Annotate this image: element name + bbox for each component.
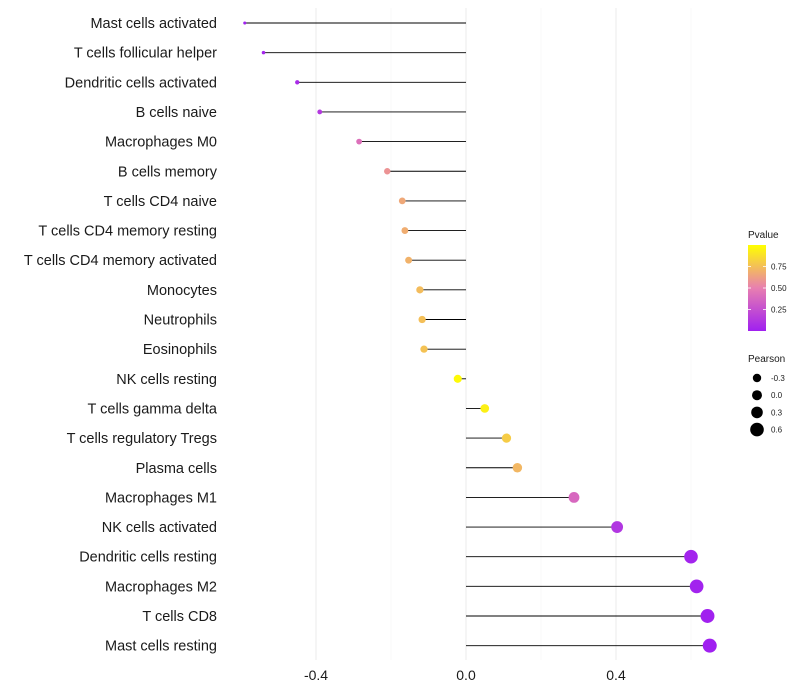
category-label: Monocytes [147,283,217,299]
category-label: B cells memory [118,164,218,180]
lollipop-point [453,374,462,383]
pearson-legend: Pearson -0.3 0.0 0.3 0.6 [748,354,785,437]
category-label: Macrophages M0 [105,135,217,151]
size-legend-dot [751,406,763,419]
lollipop-point [384,168,391,175]
lollipop-point [398,197,406,205]
x-tick-label: 0.0 [456,667,476,683]
lollipop-point [405,256,413,264]
size-legend-dot [752,373,762,383]
x-tick-label: -0.4 [304,667,328,683]
lollipop-point [356,138,363,145]
category-label: T cells CD4 naive [104,194,217,210]
category-label: Macrophages M2 [105,579,217,595]
size-legend-dot [752,390,762,401]
pvalue-legend: Pvalue 0.25 0.50 0.75 [748,230,787,331]
category-label: T cells regulatory Tregs [67,431,217,447]
pearson-legend-title: Pearson [748,354,785,365]
colorbar-tick-label: 0.75 [771,263,787,272]
size-legend-label: 0.0 [771,391,783,400]
lollipop-point [295,80,300,85]
lollipop-point [700,609,715,623]
category-label: NK cells activated [102,520,217,536]
lollipop-point [501,433,512,443]
lollipop-point [420,345,428,353]
category-label: Macrophages M1 [105,490,217,506]
pvalue-legend-title: Pvalue [748,230,779,241]
size-legend-label: 0.3 [771,408,783,417]
lollipop-point [568,491,580,503]
x-tick-label: 0.4 [606,667,626,683]
lollipop-point [702,638,717,653]
lollipop-point [512,463,523,473]
lollipop-point [401,227,409,234]
category-label: T cells CD4 memory activated [24,253,217,269]
lollipop-point [243,21,247,25]
lollipop-point [611,521,624,533]
colorbar-tick-label: 0.50 [771,284,787,293]
category-label: Dendritic cells activated [65,75,217,91]
category-label: T cells CD8 [142,609,217,625]
lollipop-point [684,549,698,564]
lollipop-point [689,579,704,594]
category-label: B cells naive [136,105,217,121]
major-gridlines [315,8,617,660]
category-label: T cells follicular helper [74,46,217,62]
lollipop-stems [244,22,710,647]
lollipop-point [317,109,323,115]
pvalue-colorbar [748,245,766,331]
lollipop-point [416,286,424,294]
category-label: Dendritic cells resting [79,550,217,566]
size-legend-label: 0.6 [771,426,783,435]
category-label: Mast cells activated [90,16,217,32]
lollipop-point [418,315,426,324]
lollipop-point [480,404,490,413]
category-label: NK cells resting [116,372,217,388]
size-legend-dot [750,422,764,437]
lollipop-points [243,21,717,653]
category-label: T cells CD4 memory resting [38,224,217,240]
category-label: Eosinophils [143,342,217,358]
lollipop-point [261,50,266,55]
colorbar-tick-label: 0.25 [771,306,787,315]
size-legend-label: -0.3 [771,374,785,383]
category-label: Mast cells resting [105,639,217,655]
category-label: T cells gamma delta [88,401,218,417]
category-label: Neutrophils [144,313,217,329]
category-labels: Mast cells activated T cells follicular h… [24,16,218,655]
category-label: Plasma cells [136,461,217,477]
minor-gridlines [390,8,692,660]
x-axis-ticks: -0.4 0.0 0.4 [304,667,626,683]
